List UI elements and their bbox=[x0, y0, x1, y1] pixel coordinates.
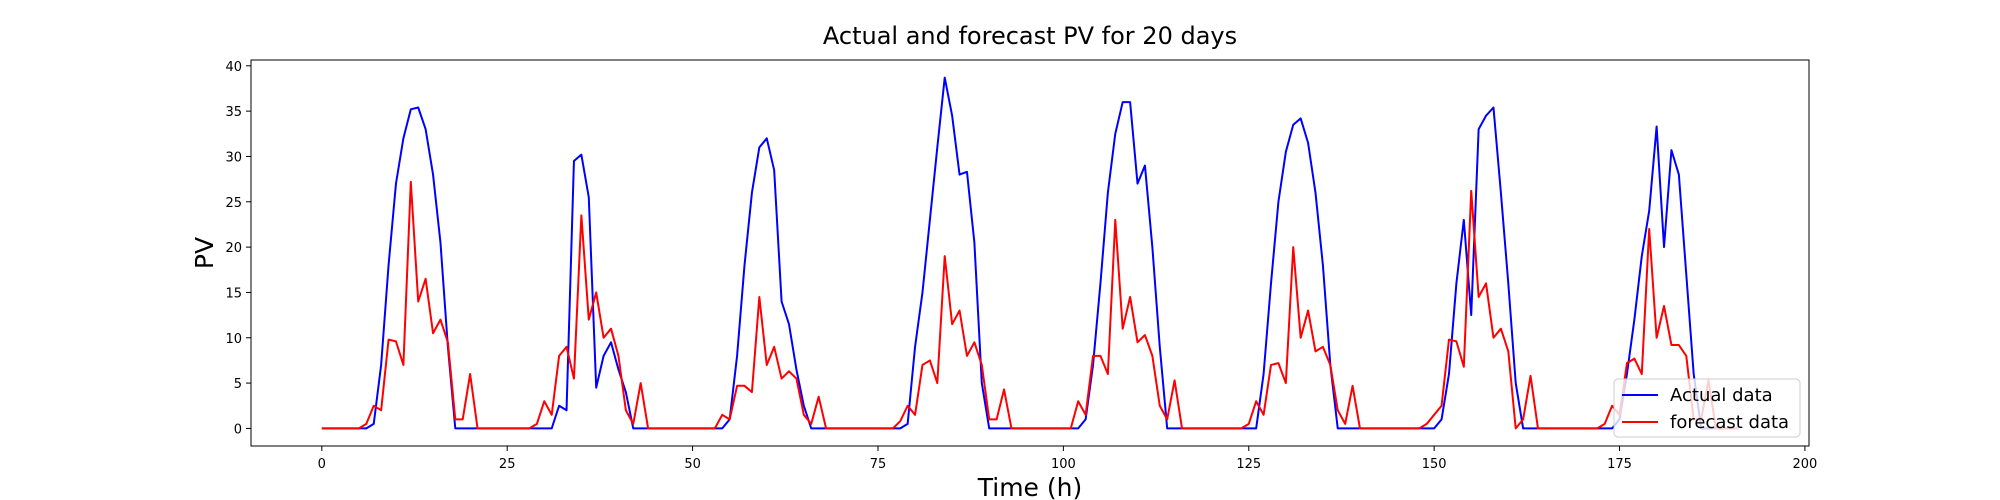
legend: Actual data forecast data bbox=[1613, 378, 1801, 438]
chart-title: Actual and forecast PV for 20 days bbox=[823, 22, 1237, 50]
x-tick-label: 100 bbox=[1051, 457, 1076, 472]
x-tick-label: 25 bbox=[499, 457, 516, 472]
x-tick-label: 200 bbox=[1793, 457, 1818, 472]
y-tick-label: 40 bbox=[225, 60, 242, 75]
legend-label: Actual data bbox=[1670, 385, 1773, 406]
y-tick-label: 25 bbox=[225, 196, 242, 211]
y-tick-label: 10 bbox=[225, 332, 242, 347]
x-tick-label: 150 bbox=[1422, 457, 1447, 472]
legend-box bbox=[1613, 378, 1801, 438]
y-tick-label: 15 bbox=[225, 286, 242, 301]
y-axis-label: PV bbox=[190, 237, 219, 269]
x-axis-label: Time (h) bbox=[977, 473, 1082, 500]
data-line bbox=[321, 180, 1739, 430]
y-tick-label: 0 bbox=[234, 422, 242, 437]
y-tick-label: 35 bbox=[225, 105, 242, 120]
x-tick-label: 175 bbox=[1607, 457, 1632, 472]
x-tick-label: 125 bbox=[1236, 457, 1261, 472]
y-tick-label: 5 bbox=[234, 377, 242, 392]
x-tick-label: 0 bbox=[318, 457, 326, 472]
x-tick-label: 50 bbox=[684, 457, 701, 472]
x-tick-label: 75 bbox=[870, 457, 887, 472]
legend-label: forecast data bbox=[1670, 412, 1789, 433]
plot-frame bbox=[250, 59, 1810, 447]
y-tick-label: 20 bbox=[225, 241, 242, 256]
y-tick-label: 30 bbox=[225, 150, 242, 165]
data-line bbox=[321, 76, 1739, 430]
